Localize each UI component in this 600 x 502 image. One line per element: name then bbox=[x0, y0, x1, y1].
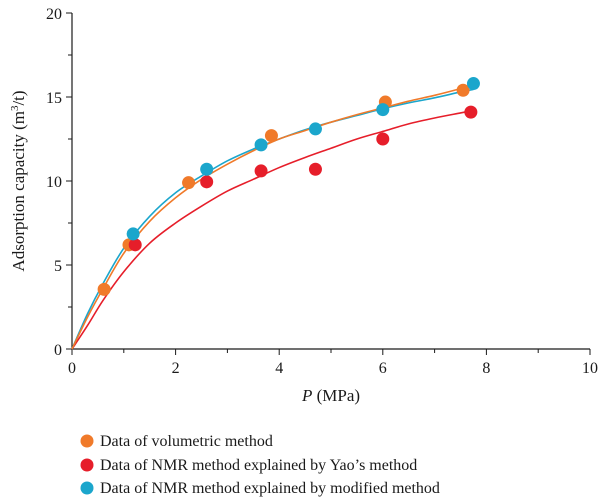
data-point-series-0 bbox=[182, 176, 196, 190]
y-tick-label: 10 bbox=[46, 174, 62, 191]
fit-curve-series-0 bbox=[71, 86, 466, 350]
fit-curves bbox=[71, 86, 474, 350]
data-point-series-1 bbox=[376, 132, 390, 146]
data-point-series-2 bbox=[376, 103, 390, 117]
data-point-series-1 bbox=[308, 162, 322, 176]
y-tick-label: 15 bbox=[46, 90, 62, 107]
y-axis-title: Adsorption capacity (m3/t) bbox=[9, 90, 28, 271]
x-axis-title-symbol: P bbox=[301, 386, 312, 405]
fit-curve-series-2 bbox=[71, 88, 474, 350]
data-point-series-2 bbox=[308, 122, 322, 136]
data-point-series-0 bbox=[97, 282, 111, 296]
data-point-series-1 bbox=[200, 175, 214, 189]
y-tick-label: 5 bbox=[54, 258, 62, 275]
x-tick-label: 10 bbox=[582, 360, 598, 377]
data-point-series-2 bbox=[126, 227, 140, 241]
data-point-series-0 bbox=[456, 83, 470, 97]
data-point-series-1 bbox=[464, 105, 478, 119]
legend-marker-nmr-yao bbox=[80, 458, 94, 472]
x-tick-label: 8 bbox=[482, 360, 490, 377]
x-tick-label: 0 bbox=[68, 360, 76, 377]
x-axis-title-unit: (MPa) bbox=[312, 386, 360, 405]
legend: Data of volumetric method Data of NMR me… bbox=[80, 433, 440, 497]
ticks: 0 2 4 6 8 10 0 5 10 15 20 bbox=[46, 6, 598, 377]
x-tick-label: 6 bbox=[379, 360, 387, 377]
legend-label-nmr-yao: Data of NMR method explained by Yao’s me… bbox=[100, 457, 417, 474]
y-tick-label: 0 bbox=[54, 342, 62, 359]
data-points bbox=[97, 77, 480, 296]
data-point-series-0 bbox=[264, 129, 278, 143]
data-point-series-1 bbox=[254, 164, 268, 178]
x-tick-label: 2 bbox=[172, 360, 180, 377]
legend-label-nmr-modified: Data of NMR method explained by modified… bbox=[100, 480, 440, 497]
y-axis-title-superscript: 3 bbox=[9, 105, 21, 111]
y-tick-label: 20 bbox=[46, 6, 62, 23]
data-point-series-2 bbox=[466, 77, 480, 91]
y-axis-title-main: Adsorption capacity (m bbox=[9, 111, 28, 272]
axes bbox=[71, 13, 590, 350]
legend-label-volumetric: Data of volumetric method bbox=[100, 433, 273, 450]
x-axis-title: P (MPa) bbox=[301, 386, 360, 405]
y-axis-title-tail: /t) bbox=[9, 90, 28, 105]
data-point-series-1 bbox=[128, 238, 142, 252]
x-tick-label: 4 bbox=[275, 360, 283, 377]
legend-marker-volumetric bbox=[80, 434, 94, 448]
legend-marker-nmr-modified bbox=[80, 481, 94, 495]
data-point-series-2 bbox=[254, 138, 268, 152]
data-point-series-2 bbox=[200, 162, 214, 176]
